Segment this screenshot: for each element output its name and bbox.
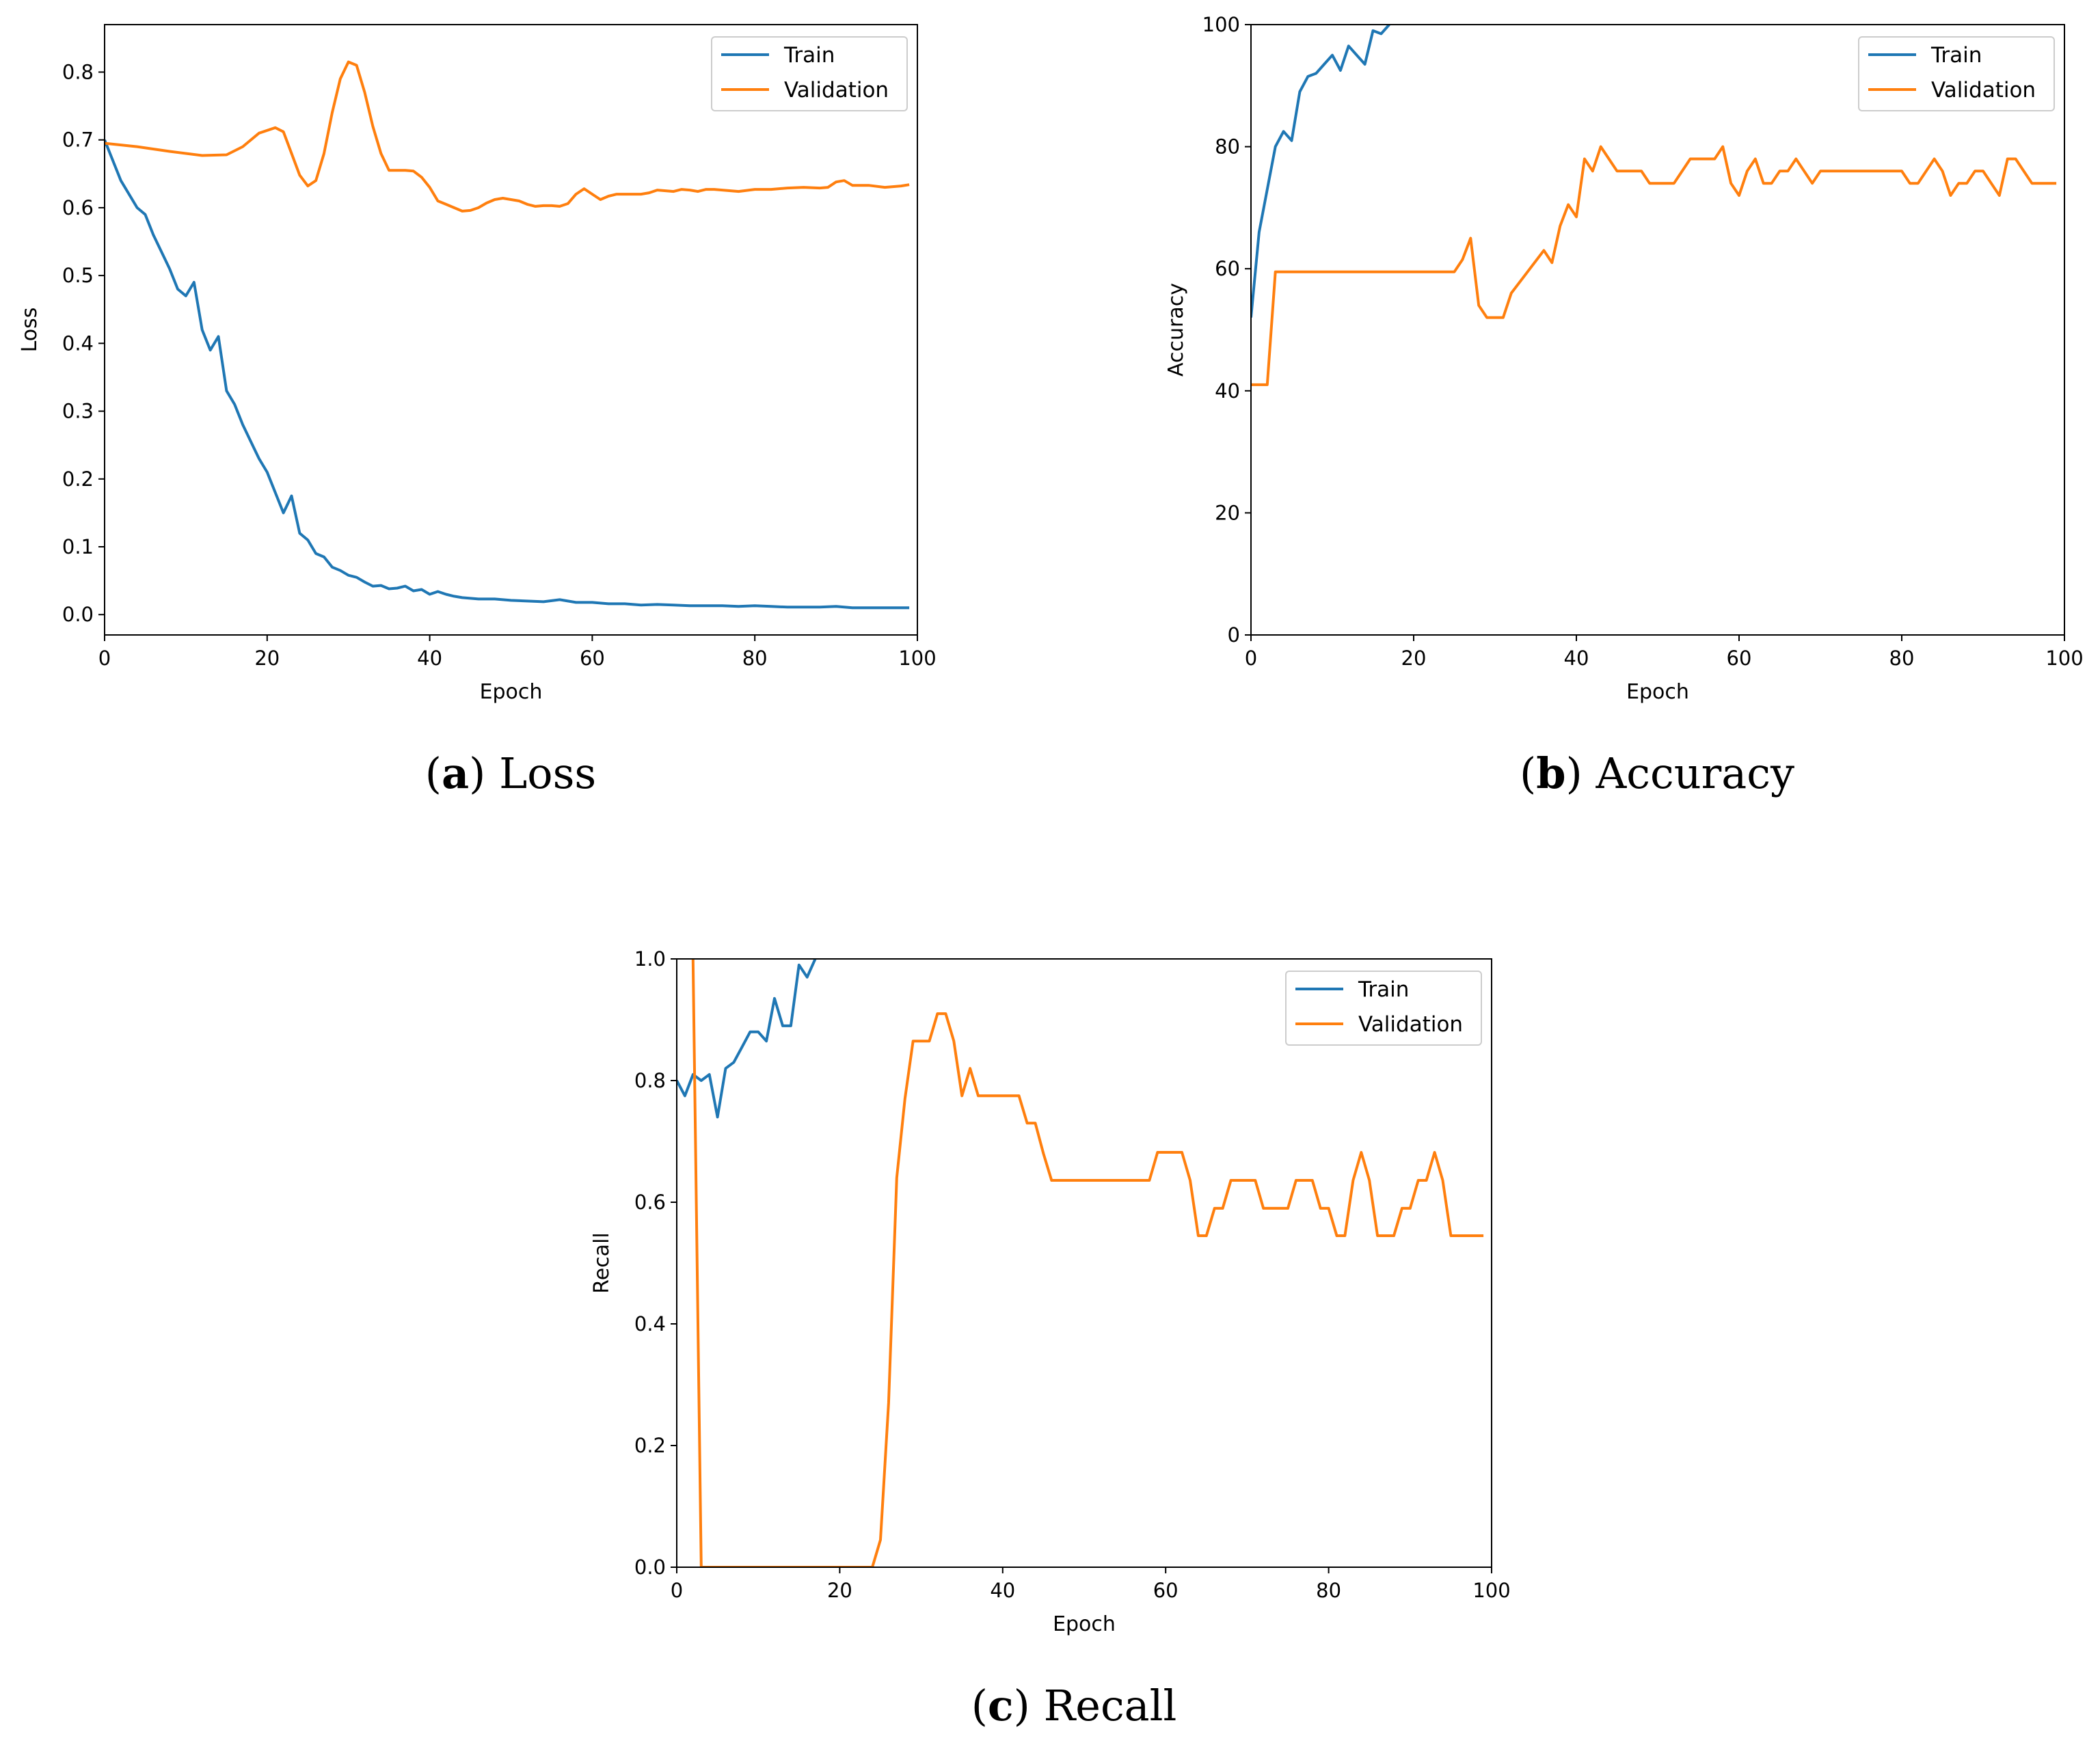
subfigure-caption: (c) Recall (971, 1681, 1177, 1731)
y-tick-label: 0.3 (62, 400, 94, 423)
x-tick-label: 0 (98, 647, 111, 670)
x-tick-label: 40 (417, 647, 442, 670)
series-line-validation (105, 60, 910, 213)
y-tick-label: 0.4 (62, 331, 94, 355)
x-tick-label: 40 (990, 1579, 1015, 1602)
caption-title: Loss (499, 748, 596, 798)
legend-label-validation: Validation (1931, 78, 2036, 103)
x-tick-label: 100 (2045, 647, 2083, 670)
y-tick-label: 0.6 (62, 196, 94, 219)
x-tick-label: 100 (898, 647, 936, 670)
y-tick-label: 0.2 (62, 467, 94, 491)
x-tick-label: 60 (1727, 647, 1752, 670)
legend-label-validation: Validation (1358, 1012, 1463, 1037)
y-tick-label: 60 (1215, 257, 1240, 280)
legend: Train Validation (1858, 36, 2055, 111)
y-tick-label: 0.1 (62, 535, 94, 558)
y-tick-label: 0.5 (62, 264, 94, 287)
series-line-validation (691, 959, 1484, 1567)
axes-frame (1250, 24, 2065, 636)
x-axis-label: Epoch (480, 680, 543, 704)
axes-frame (676, 958, 1492, 1568)
y-tick-label: 0.0 (62, 603, 94, 626)
subfigure-caption: (b) Accuracy (1520, 748, 1794, 798)
y-tick-label: 0.7 (62, 128, 94, 152)
x-tick-label: 0 (1245, 647, 1257, 670)
legend-label-train: Train (1358, 977, 1409, 1002)
caption-letter: b (1536, 748, 1565, 798)
caption-letter: c (988, 1681, 1014, 1731)
caption-title: Accuracy (1595, 748, 1794, 798)
series-line-train (677, 959, 817, 1119)
series-line-validation (1251, 145, 2057, 386)
x-tick-label: 20 (1401, 647, 1427, 670)
chart-recall: 0 20 40 60 80 100 0.0 0.2 0.4 0.6 0.8 1.0 Epoch Recal… (590, 947, 1511, 1731)
y-axis-label: Loss (18, 308, 42, 353)
x-tick-label: 80 (742, 647, 768, 670)
y-axis-label: Recall (590, 1232, 614, 1294)
x-tick-label: 0 (671, 1579, 683, 1602)
x-tick-label: 60 (1153, 1579, 1179, 1602)
y-tick-label: 20 (1215, 501, 1240, 524)
x-tick-label: 80 (1316, 1579, 1341, 1602)
y-tick-label: 100 (1202, 13, 1240, 36)
y-tick-label: 0.0 (634, 1556, 666, 1579)
y-tick-label: 0.6 (634, 1191, 666, 1214)
legend-label-validation: Validation (784, 78, 889, 103)
caption-letter: a (442, 748, 469, 798)
legend-label-train: Train (1930, 43, 1982, 68)
x-tick-label: 60 (580, 647, 605, 670)
y-tick-label: 80 (1215, 135, 1240, 159)
legend: Train Validation (711, 36, 908, 111)
y-tick-label: 0 (1228, 623, 1240, 647)
subfigure-caption: (a) Loss (425, 748, 596, 798)
caption-title: Recall (1044, 1681, 1177, 1731)
legend-label-train: Train (783, 43, 835, 68)
x-tick-label: 20 (254, 647, 280, 670)
x-tick-label: 40 (1564, 647, 1589, 670)
y-tick-label: 40 (1215, 379, 1240, 403)
axes-frame (104, 24, 918, 636)
x-tick-label: 80 (1889, 647, 1915, 670)
x-tick-label: 20 (827, 1579, 852, 1602)
series-line-train (1251, 25, 1390, 318)
x-axis-label: Epoch (1053, 1612, 1116, 1636)
legend: Train Validation (1285, 971, 1482, 1046)
y-tick-label: 0.2 (634, 1434, 666, 1457)
y-tick-label: 0.8 (634, 1069, 666, 1092)
y-tick-label: 1.0 (634, 947, 666, 971)
chart-loss: 0 20 40 60 80 100 0.0 0.1 0.2 0.3 0.4 0.5 0.6 0.7 0.8 E… (18, 24, 937, 798)
y-tick-label: 0.8 (62, 60, 94, 83)
x-tick-label: 100 (1472, 1579, 1510, 1602)
series-line-train (105, 139, 910, 610)
chart-accuracy: 0 20 40 60 80 100 0 20 40 60 80 100 Epoch Accuracy Tra… (1164, 13, 2084, 798)
x-axis-label: Epoch (1626, 680, 1689, 704)
y-axis-label: Accuracy (1164, 283, 1188, 377)
y-tick-label: 0.4 (634, 1312, 666, 1336)
